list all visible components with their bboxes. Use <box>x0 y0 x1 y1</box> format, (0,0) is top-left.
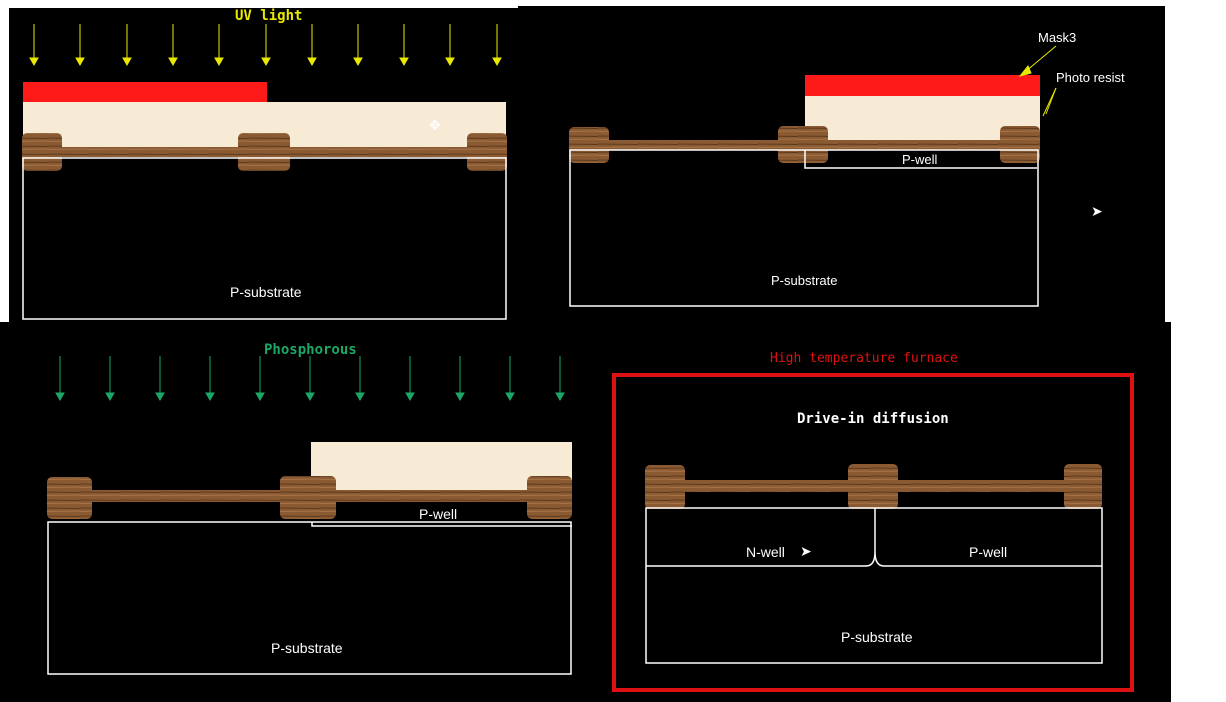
mask-pointer-arrow <box>1018 45 1057 77</box>
field-oxide-middle <box>848 464 898 509</box>
uv-exposure-diagram <box>22 24 507 320</box>
panel-drive-in: High temperature furnace Drive-in diffus… <box>590 322 1171 702</box>
panel-pwell-masked: Mask3 Photo resist P-well P-substrate ➤ <box>518 6 1165 322</box>
implant-arrow <box>555 356 565 402</box>
field-oxide-left <box>47 477 92 519</box>
implant-arrow <box>355 356 365 402</box>
field-oxide-right <box>1064 464 1102 509</box>
move-cursor-icon: ✥ <box>429 117 441 133</box>
mask <box>23 82 267 102</box>
field-oxide-left <box>22 133 62 171</box>
panel-phosphorous-implant: Phosphorous P-well P-substrate <box>0 322 590 702</box>
pwell-label: P-well <box>969 544 1008 560</box>
pointer-cursor-icon: ➤ <box>800 543 812 559</box>
resist-pointer-arrow <box>1042 87 1057 117</box>
substrate-label: P-substrate <box>271 640 343 656</box>
field-oxide-right <box>1000 126 1040 163</box>
resist-label: Photo resist <box>1056 70 1125 85</box>
pwell-boundary <box>804 150 1037 169</box>
implant-arrow <box>55 356 65 402</box>
drive-in-diagram <box>612 373 1134 692</box>
uv-arrow <box>29 24 39 67</box>
uv-arrow <box>492 24 502 67</box>
uv-arrow <box>214 24 224 67</box>
field-oxide-middle <box>280 476 336 519</box>
substrate-label: P-substrate <box>841 629 913 645</box>
field-oxide-middle <box>778 126 828 163</box>
uv-arrow <box>168 24 178 67</box>
panel-uv-exposure: UV light P-substrate ✥ <box>9 8 518 323</box>
field-oxide-middle <box>238 133 290 171</box>
pwell-label: P-well <box>902 152 938 167</box>
implant-arrow <box>405 356 415 402</box>
field-oxide-left <box>645 465 685 509</box>
substrate-outline <box>22 157 507 320</box>
uv-arrows <box>29 24 502 67</box>
implant-arrow <box>155 356 165 402</box>
implant-arrow <box>455 356 465 402</box>
uv-arrow <box>75 24 85 67</box>
pwell-masked-diagram <box>569 45 1057 307</box>
pwell-label: P-well <box>419 506 458 522</box>
substrate-outline <box>47 521 572 675</box>
field-oxide-right <box>467 133 507 171</box>
implant-arrow <box>305 356 315 402</box>
nwell-label: N-well <box>746 544 785 560</box>
substrate-outline <box>569 149 1039 307</box>
mask-label: Mask3 <box>1038 30 1077 45</box>
drive-in-heading: Drive-in diffusion <box>797 411 949 427</box>
phosphorous-heading: Phosphorous <box>264 342 357 358</box>
substrate-label: P-substrate <box>771 273 838 288</box>
furnace-heading: High temperature furnace <box>770 351 958 366</box>
implant-arrow <box>255 356 265 402</box>
field-oxide-right <box>527 476 572 519</box>
implant-arrows <box>55 356 565 402</box>
implant-arrow <box>105 356 115 402</box>
mask <box>805 75 1040 96</box>
uv-light-heading: UV light <box>235 8 303 24</box>
furnace-frame <box>612 373 1134 692</box>
field-oxide-left <box>569 127 609 163</box>
pwell-boundary <box>311 522 572 527</box>
uv-arrow <box>353 24 363 67</box>
uv-arrow <box>399 24 409 67</box>
phosphorous-diagram <box>47 356 572 675</box>
uv-arrow <box>307 24 317 67</box>
implant-arrow <box>205 356 215 402</box>
uv-arrow <box>122 24 132 67</box>
uv-arrow <box>261 24 271 67</box>
substrate-label: P-substrate <box>230 284 302 300</box>
substrate-outline <box>645 507 1103 664</box>
pointer-cursor-icon: ➤ <box>1091 203 1103 219</box>
uv-arrow <box>445 24 455 67</box>
implant-arrow <box>505 356 515 402</box>
well-boundary <box>646 508 1102 567</box>
